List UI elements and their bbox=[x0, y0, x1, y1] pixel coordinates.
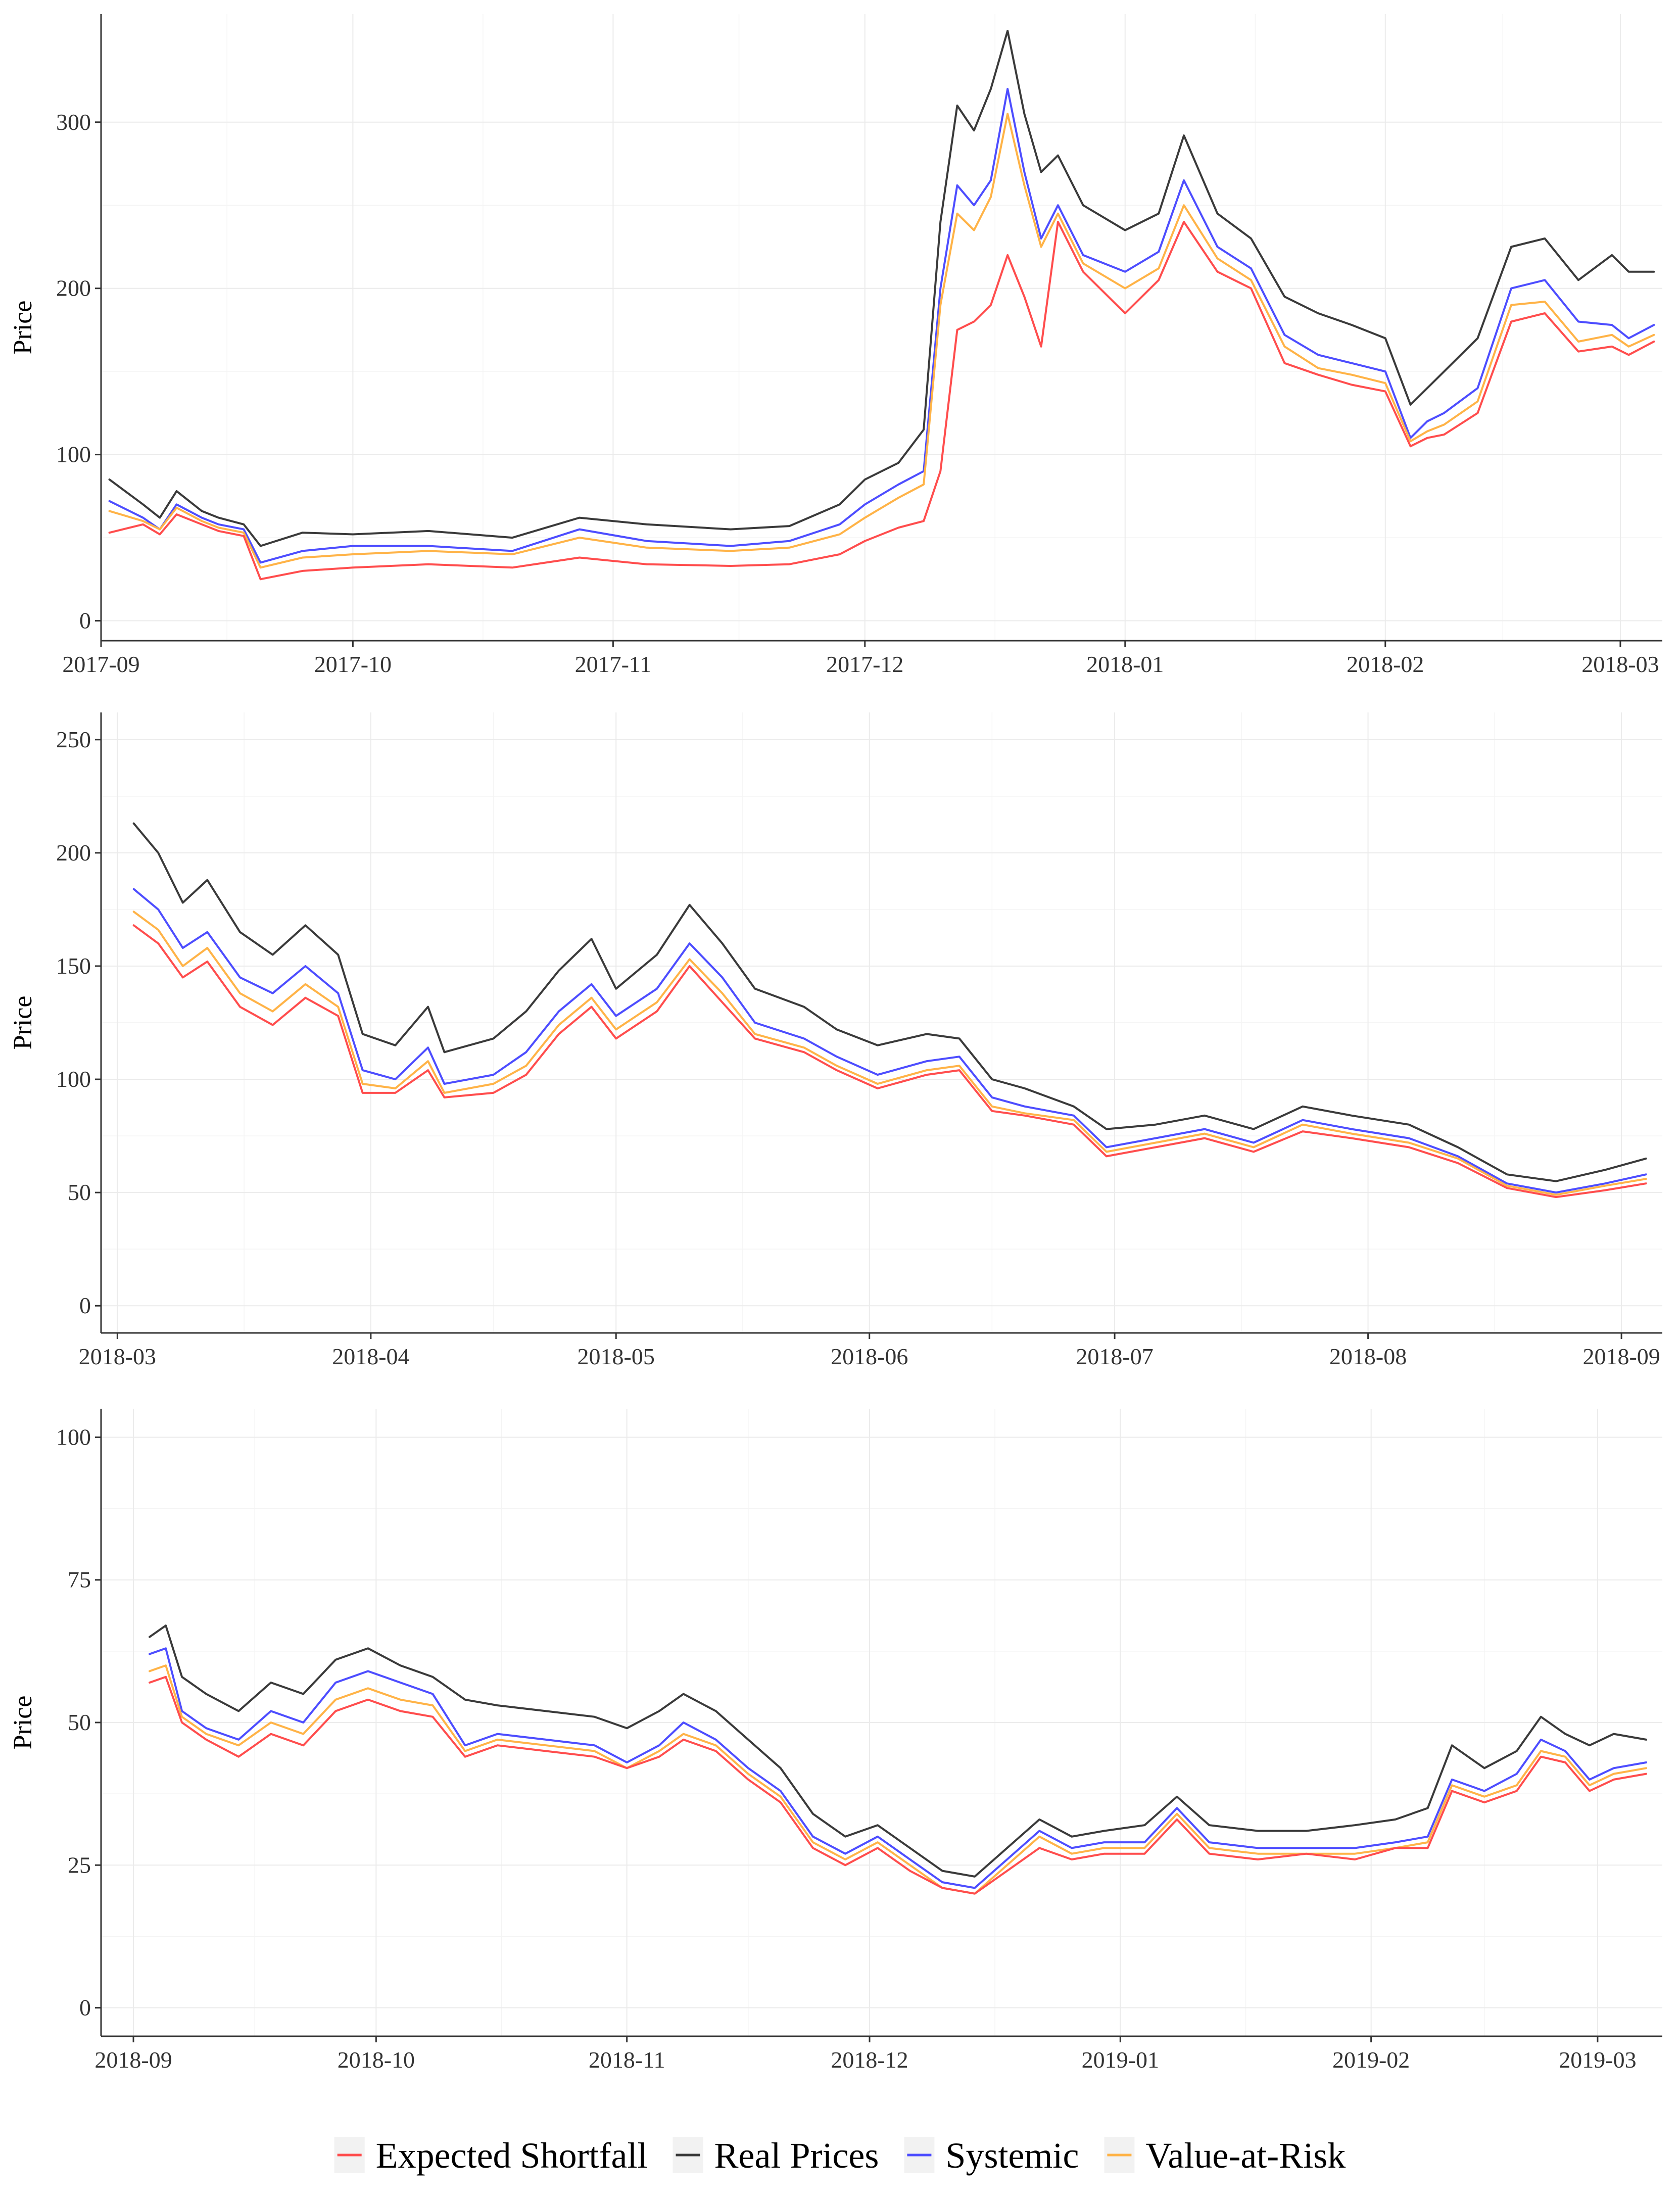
y-tick-label: 250 bbox=[56, 727, 91, 752]
x-tick-label: 2018-04 bbox=[332, 1344, 409, 1369]
x-tick-label: 2019-03 bbox=[1559, 2047, 1636, 2073]
y-tick-label: 0 bbox=[79, 1995, 91, 2021]
series-line-systemic bbox=[149, 1647, 1647, 1889]
series-line-real-prices bbox=[108, 29, 1655, 547]
x-tick-label: 2018-06 bbox=[831, 1344, 908, 1369]
series-line-systemic bbox=[132, 888, 1647, 1194]
y-axis-title: Price bbox=[9, 301, 37, 355]
series-line-expected-shortfall bbox=[108, 221, 1655, 581]
x-tick-label: 2018-03 bbox=[1581, 651, 1659, 677]
series-line-value-at-risk bbox=[108, 113, 1655, 569]
x-tick-label: 2018-10 bbox=[338, 2047, 415, 2073]
y-axis-title: Price bbox=[9, 996, 37, 1050]
series-line-systemic bbox=[108, 88, 1655, 564]
chart-panel-1: 0 100 200 300 2017-09 2017-10 2017-11 2017-12 20… bbox=[9, 14, 1662, 677]
x-tick-label: 2017-10 bbox=[314, 651, 392, 677]
panels: 0 100 200 300 2017-09 2017-10 2017-11 2017-12 20… bbox=[9, 14, 1662, 2073]
x-tick-label: 2018-07 bbox=[1076, 1344, 1153, 1369]
y-tick-label: 200 bbox=[56, 840, 91, 866]
legend-item: Real Prices bbox=[673, 2135, 879, 2176]
series-line-value-at-risk bbox=[149, 1664, 1647, 1895]
chart-panel-3: 0 25 50 75 100 2018-09 2018-10 2018-11 2018-12 20… bbox=[9, 1409, 1662, 2073]
x-tick-label: 2017-09 bbox=[62, 651, 139, 677]
y-tick-label: 50 bbox=[68, 1709, 91, 1735]
y-tick-label: 100 bbox=[56, 1066, 91, 1092]
y-tick-label: 150 bbox=[56, 953, 91, 979]
legend-item: Expected Shortfall bbox=[334, 2135, 648, 2176]
series-line-expected-shortfall bbox=[132, 924, 1647, 1199]
x-tick-label: 2018-02 bbox=[1347, 651, 1424, 677]
y-tick-label: 50 bbox=[68, 1179, 91, 1205]
x-tick-label: 2018-09 bbox=[1582, 1344, 1660, 1369]
y-tick-label: 0 bbox=[79, 1293, 91, 1318]
legend-label: Expected Shortfall bbox=[376, 2135, 648, 2176]
legend-label: Real Prices bbox=[714, 2135, 879, 2176]
x-tick-label: 2018-11 bbox=[589, 2047, 665, 2073]
x-tick-label: 2018-12 bbox=[831, 2047, 908, 2073]
y-axis-title: Price bbox=[9, 1696, 37, 1750]
x-tick-label: 2018-05 bbox=[578, 1344, 655, 1369]
legend-label: Systemic bbox=[945, 2135, 1079, 2176]
y-tick-label: 25 bbox=[68, 1852, 91, 1878]
x-tick-label: 2018-03 bbox=[79, 1344, 156, 1369]
y-tick-label: 200 bbox=[56, 275, 91, 301]
x-tick-label: 2019-01 bbox=[1082, 2047, 1159, 2073]
x-tick-label: 2017-11 bbox=[575, 651, 652, 677]
series-line-real-prices bbox=[149, 1624, 1647, 1878]
x-tick-label: 2018-01 bbox=[1086, 651, 1164, 677]
legend: Expected Shortfall Real Prices Systemic Val… bbox=[334, 2135, 1346, 2176]
series-line-value-at-risk bbox=[132, 911, 1647, 1196]
y-tick-label: 0 bbox=[79, 608, 91, 634]
y-tick-label: 300 bbox=[56, 109, 91, 135]
y-tick-label: 75 bbox=[68, 1567, 91, 1593]
legend-label: Value-at-Risk bbox=[1145, 2135, 1346, 2176]
x-tick-label: 2018-09 bbox=[94, 2047, 172, 2073]
series-line-real-prices bbox=[132, 822, 1647, 1182]
x-tick-label: 2017-12 bbox=[826, 651, 903, 677]
y-tick-label: 100 bbox=[56, 1424, 91, 1450]
y-tick-label: 100 bbox=[56, 442, 91, 467]
x-tick-label: 2018-08 bbox=[1329, 1344, 1407, 1369]
chart-panel-2: 0 50 100 150 200 250 2018-03 2018-04 2018-05 2018… bbox=[9, 712, 1662, 1369]
legend-item: Systemic bbox=[904, 2135, 1079, 2176]
x-tick-label: 2019-02 bbox=[1332, 2047, 1410, 2073]
legend-item: Value-at-Risk bbox=[1104, 2135, 1346, 2176]
series-line-expected-shortfall bbox=[149, 1676, 1647, 1895]
